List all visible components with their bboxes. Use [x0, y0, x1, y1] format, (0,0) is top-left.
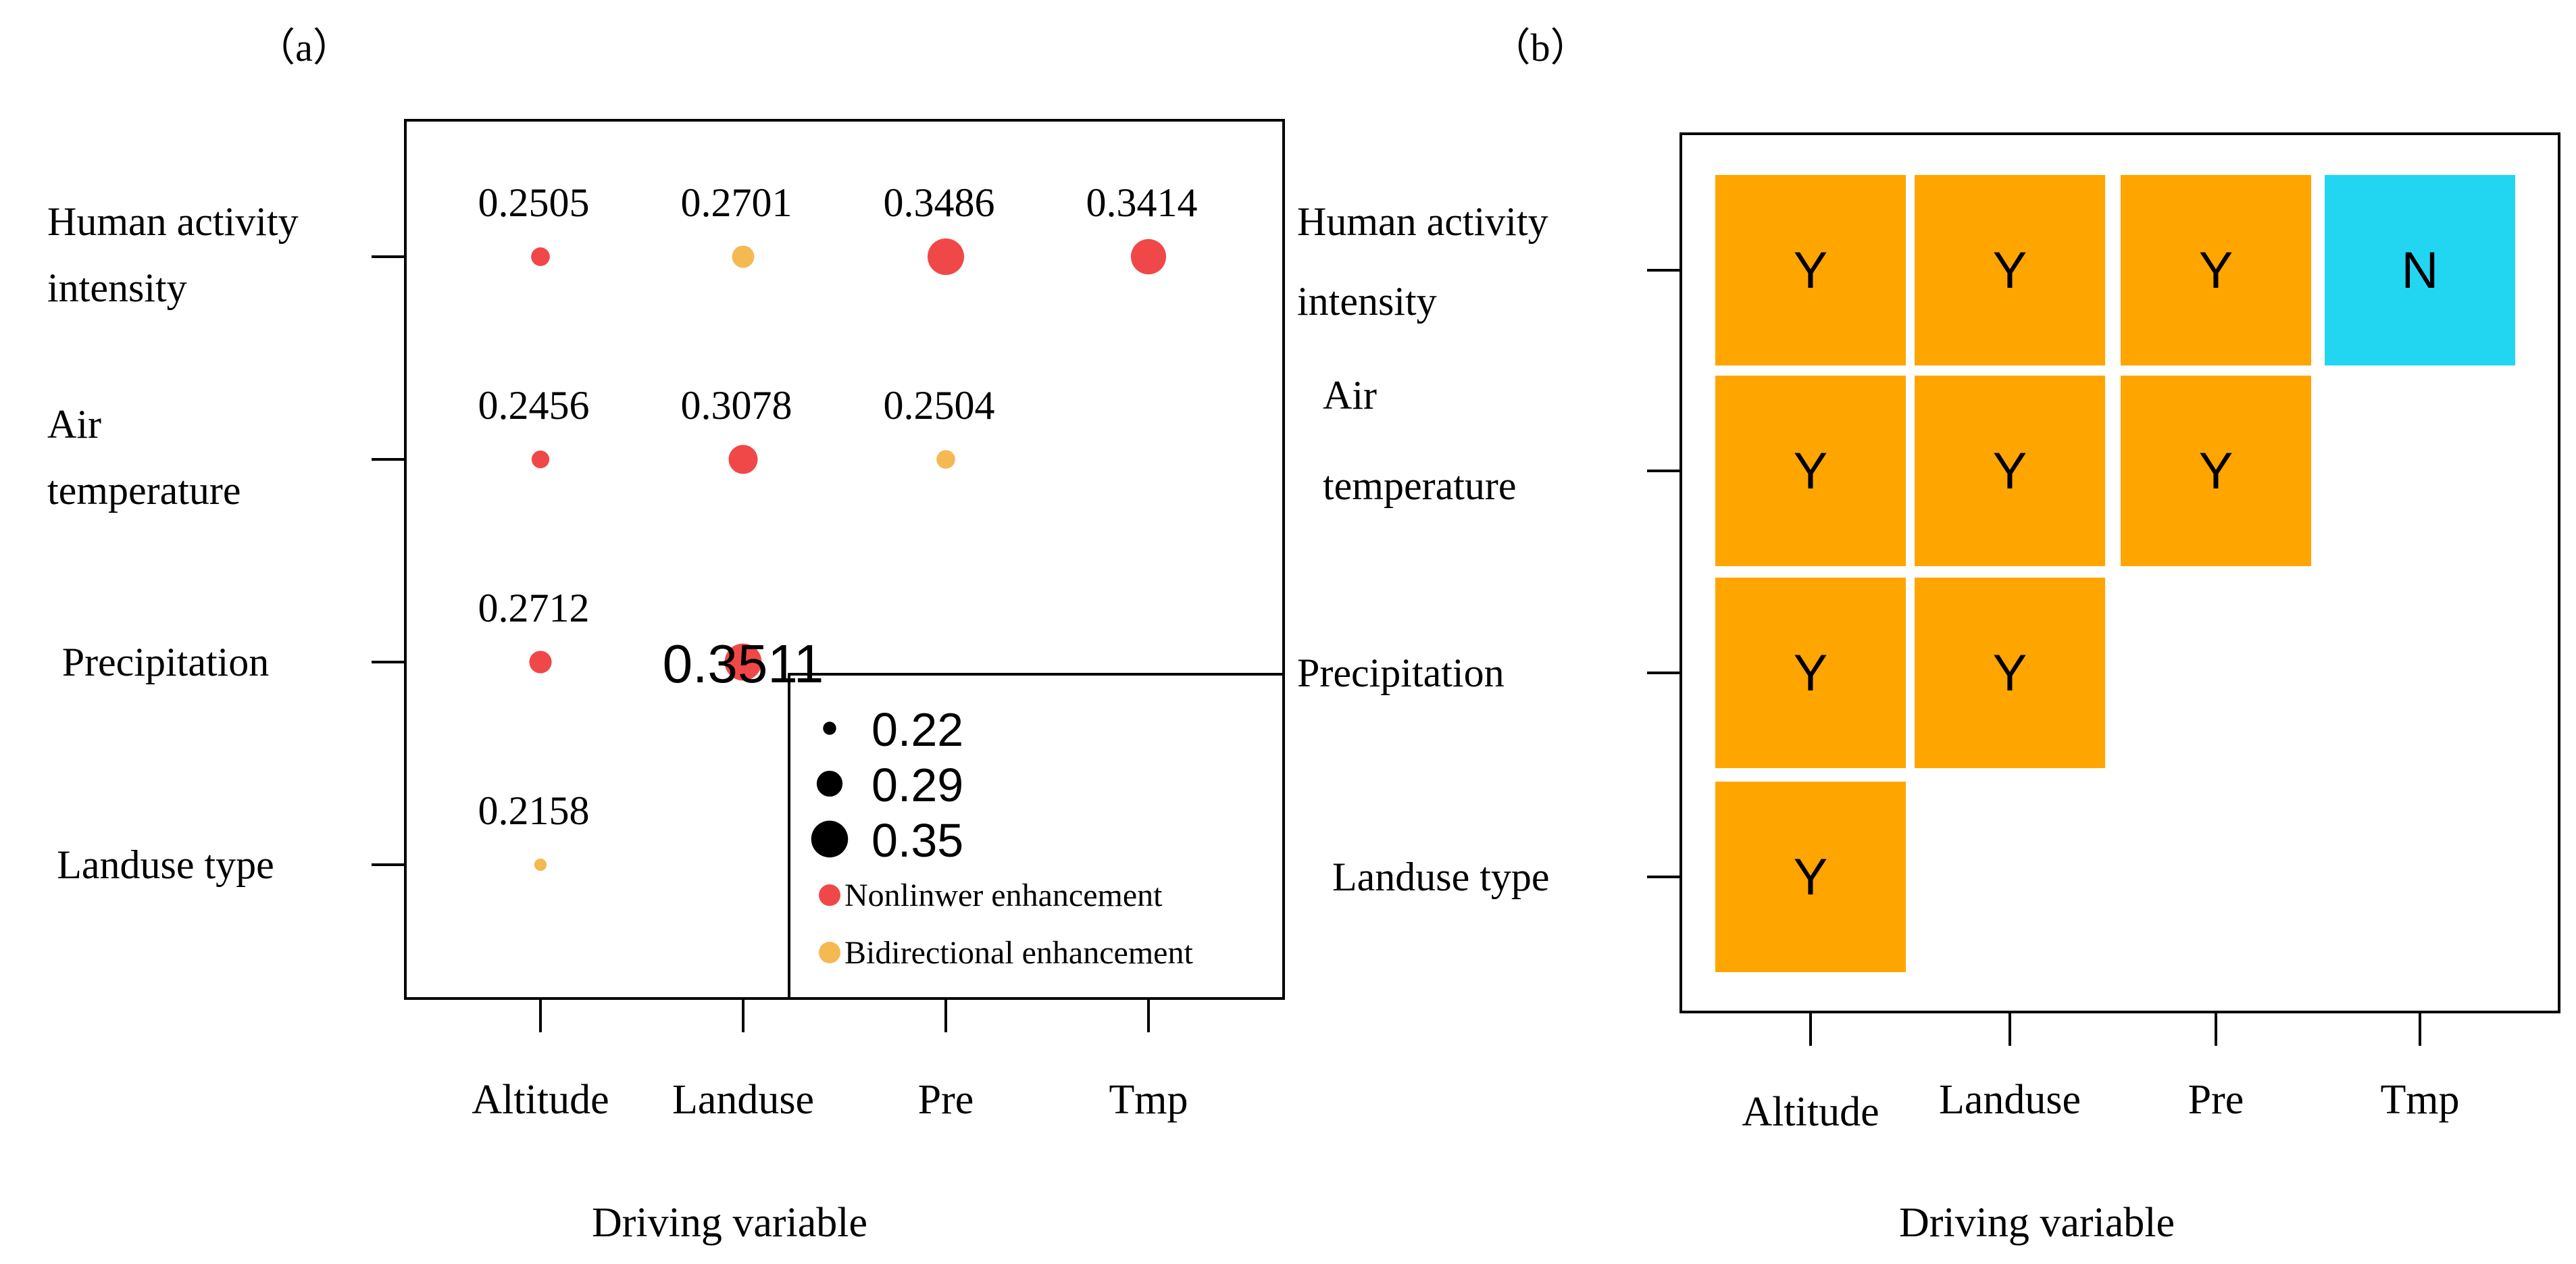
x-tick-label-pre: Pre	[918, 1077, 974, 1123]
cell-pre-air-temperature	[2121, 376, 2311, 566]
point-tmp-human-activity-intensity	[1130, 238, 1167, 275]
x-tick-label-tmp: Tmp	[2380, 1077, 2459, 1123]
legend-size-marker	[811, 820, 849, 858]
point-landuse-human-activity-intensity	[732, 245, 755, 268]
cell-landuse-precipitation	[1915, 578, 2105, 768]
x-tick-label-tmp: Tmp	[1109, 1077, 1188, 1123]
y-tick-label-landuse-type: Landuse type	[57, 842, 274, 887]
point-pre-human-activity-intensity	[927, 238, 965, 276]
point-label-pre-air-temperature: 0.2504	[884, 383, 995, 428]
y-tick-label-precipitation: Precipitation	[1297, 651, 1505, 695]
legend-size-label: 0.22	[872, 703, 963, 756]
panel-a-x-axis: Altitude Landuse Pre Tmp	[472, 998, 1188, 1123]
y-tick-label-human-activity-intensity: Human activity intensity	[47, 199, 299, 310]
panel-a-x-axis-title: Driving variable	[592, 1200, 867, 1246]
panel-b-cells: Y Y Y N Y Y Y Y Y Y	[1715, 175, 2515, 972]
point-altitude-human-activity-intensity	[531, 247, 550, 266]
cell-altitude-landuse-type	[1715, 782, 1906, 972]
legend-size-marker	[816, 770, 843, 797]
x-tick-label-altitude: Altitude	[472, 1077, 609, 1123]
point-label-altitude-human-activity-intensity: 0.2505	[478, 180, 590, 225]
cell-landuse-human-activity-intensity	[1915, 175, 2105, 365]
x-tick-label-altitude: Altitude	[1742, 1089, 1879, 1135]
panel-b-x-axis-title: Driving variable	[1899, 1200, 2175, 1246]
point-label-altitude-landuse-type: 0.2158	[478, 788, 590, 833]
cell-tmp-human-activity-intensity	[2325, 175, 2515, 365]
cell-value-altitude-air-temperature: Y	[1794, 443, 1828, 500]
y-tick-label-precipitation: Precipitation	[62, 640, 270, 684]
cell-value-altitude-landuse-type: Y	[1794, 849, 1828, 906]
cell-value-landuse-air-temperature: Y	[1993, 443, 2027, 500]
legend-size-label: 0.35	[872, 814, 963, 867]
point-label-landuse-precipitation: 0.3511	[663, 634, 824, 694]
legend-label-nonlinear: Nonlinwer enhancement	[844, 878, 1163, 913]
point-altitude-precipitation	[529, 651, 552, 674]
x-tick-label-pre: Pre	[2188, 1077, 2244, 1123]
point-label-landuse-air-temperature: 0.3078	[681, 383, 792, 428]
point-altitude-air-temperature	[531, 450, 550, 469]
panel-b-label: （b）	[1491, 26, 1589, 70]
cell-value-tmp-human-activity-intensity: N	[2402, 242, 2439, 299]
cell-value-landuse-precipitation: Y	[1993, 644, 2027, 702]
panel-a-legend: 0.220.290.35 Nonlinwer enhancement Bidirec…	[788, 673, 1284, 998]
cell-altitude-air-temperature	[1715, 376, 1906, 566]
cell-value-altitude-precipitation: Y	[1794, 644, 1828, 702]
panel-a-points: 0.2505 0.2701 0.3486 0.3414 0.2456 0.3078 0.25…	[478, 180, 1198, 871]
panel-b-x-axis: Altitude Landuse Pre Tmp	[1742, 1012, 2460, 1135]
y-tick-label-human-activity-intensity: Human activity intensity	[1297, 199, 1548, 324]
panel-a-label: （a）	[256, 26, 352, 70]
panel-a-plot-frame	[404, 119, 1285, 1000]
cell-value-landuse-human-activity-intensity: Y	[1993, 242, 2027, 299]
cell-landuse-air-temperature	[1915, 376, 2105, 566]
panel-b-y-axis: Human activity intensity Air temperature Pre…	[1297, 199, 1681, 899]
panel-a-y-axis: Human activity intensity Air temperature Pre…	[47, 199, 405, 887]
cell-value-altitude-human-activity-intensity: Y	[1794, 242, 1828, 299]
panel-a-bubble-chart: Human activity intensity Air temperature Pre…	[47, 119, 1285, 1246]
point-label-tmp-human-activity-intensity: 0.3414	[1086, 180, 1198, 225]
legend-marker-bidirectional	[819, 942, 840, 963]
x-tick-label-landuse: Landuse	[1939, 1077, 2081, 1123]
legend-frame	[788, 673, 1284, 998]
point-altitude-landuse-type	[534, 858, 547, 871]
legend-label-bidirectional: Bidirectional enhancement	[844, 935, 1193, 971]
legend-size-label: 0.29	[872, 759, 963, 811]
point-label-altitude-air-temperature: 0.2456	[478, 383, 590, 428]
panel-b-heatmap: Y Y Y N Y Y Y Y Y Y Human activity intensity Air tem…	[1297, 132, 2560, 1246]
cell-value-pre-human-activity-intensity: Y	[2199, 242, 2233, 299]
y-tick-label-air-temperature: Air temperature	[1323, 373, 1517, 508]
point-pre-air-temperature	[936, 450, 955, 469]
point-label-pre-human-activity-intensity: 0.3486	[884, 180, 995, 225]
y-tick-label-air-temperature: Air temperature	[47, 402, 241, 513]
point-label-landuse-human-activity-intensity: 0.2701	[681, 180, 792, 225]
panel-b-plot-frame	[1680, 132, 2560, 1013]
y-tick-label-landuse-type: Landuse type	[1332, 855, 1550, 899]
cell-value-pre-air-temperature: Y	[2199, 443, 2233, 500]
legend-size-marker	[823, 722, 836, 735]
legend-marker-nonlinear	[819, 884, 840, 906]
cell-altitude-human-activity-intensity	[1715, 175, 1906, 365]
x-tick-label-landuse: Landuse	[672, 1077, 814, 1123]
point-landuse-precipitation	[724, 643, 762, 681]
point-label-altitude-precipitation: 0.2712	[478, 586, 590, 630]
cell-pre-human-activity-intensity	[2121, 175, 2311, 365]
cell-altitude-precipitation	[1715, 578, 1906, 768]
point-landuse-air-temperature	[728, 445, 758, 474]
